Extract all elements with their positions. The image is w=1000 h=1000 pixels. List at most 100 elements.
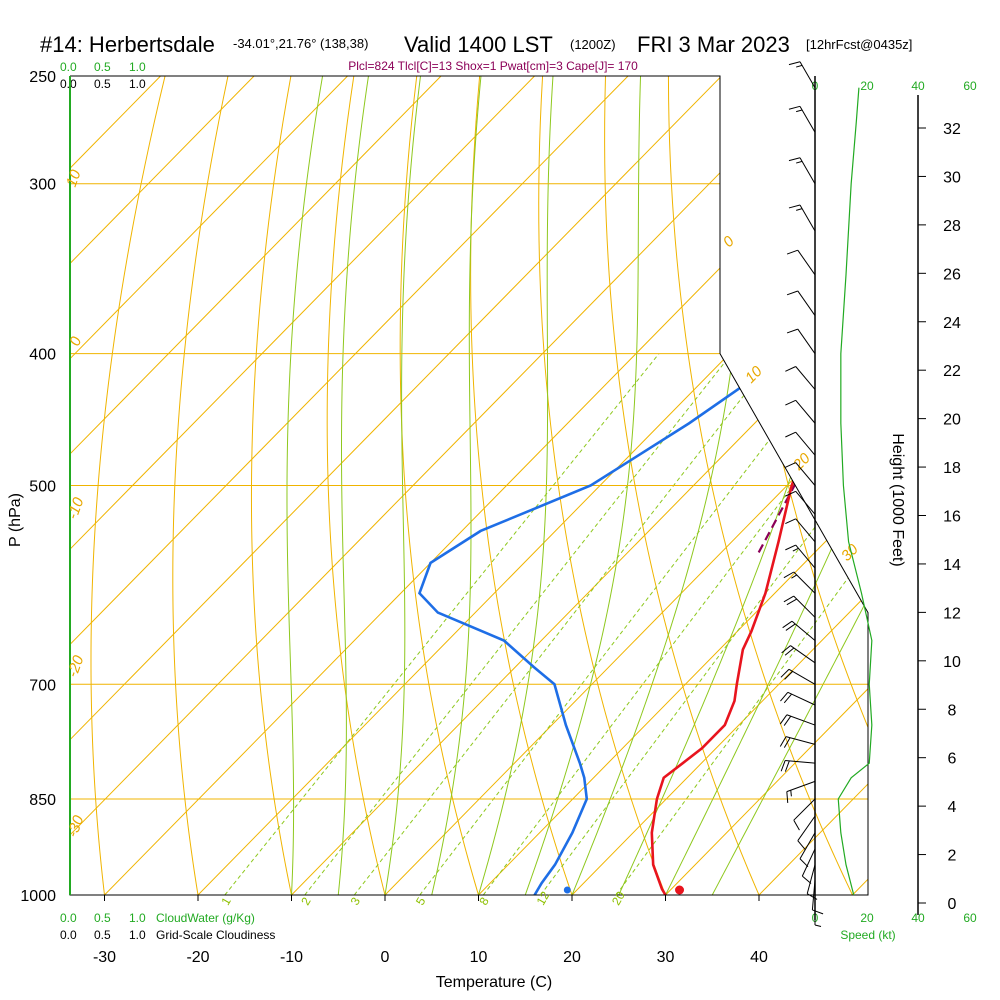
wind-barb <box>785 399 816 424</box>
wind-barb <box>785 490 816 515</box>
wind-barb-shaft <box>793 571 816 594</box>
isotherm-line <box>70 76 442 895</box>
wind-barb-flag <box>779 736 787 747</box>
valid-time: Valid 1400 LST <box>404 32 553 57</box>
height-tick-2: 2 <box>948 848 957 865</box>
cloudwater-top-tick-2: 1.0 <box>129 60 146 74</box>
wind-barb-flag <box>784 760 790 772</box>
temperature-tick--20: -20 <box>186 949 209 966</box>
moist-adiabat-line <box>286 76 324 895</box>
height-tick-24: 24 <box>943 315 961 332</box>
wind-barb <box>781 645 816 664</box>
parcel-params: Plcl=824 Tlcl[C]=13 Shox=1 Pwat[cm]=3 Ca… <box>348 59 638 73</box>
wind-barb-shaft <box>797 815 816 841</box>
height-tick-10: 10 <box>943 654 961 671</box>
cloudwater-label: CloudWater (g/Kg) <box>156 911 255 925</box>
wind-barb-flag <box>779 714 788 725</box>
cloudiness-bottom-tick-2: 1.0 <box>129 928 146 942</box>
wind-barb-shaft <box>797 290 816 316</box>
height-tick-16: 16 <box>943 509 961 526</box>
wind-barb-shaft <box>799 106 816 133</box>
wind-barb-flag <box>797 840 806 850</box>
cloudwater-top-tick-0: 0.0 <box>60 60 77 74</box>
mixing-ratio-line <box>304 353 732 895</box>
wind-barb-flag <box>799 858 809 868</box>
height-tick-18: 18 <box>943 460 961 477</box>
isotherm-line <box>665 76 868 895</box>
moist-adiabat-line <box>711 76 868 895</box>
isotherm-label: -20 <box>64 653 88 680</box>
height-tick-26: 26 <box>943 266 961 283</box>
temperature-tick--30: -30 <box>93 949 116 966</box>
forecast-label: [12hrFcst@0435z] <box>806 37 912 52</box>
wind-barb-half <box>814 924 822 927</box>
wind-barb-flag <box>786 598 798 606</box>
wind-barb-flag <box>783 571 795 579</box>
moist-adiabat-line <box>384 76 421 895</box>
height-tick-14: 14 <box>943 557 961 574</box>
isotherm-line <box>946 76 1000 895</box>
wind-barb-flag <box>782 620 793 629</box>
pressure-tick-500: 500 <box>29 479 56 496</box>
wind-barb <box>785 431 816 456</box>
wind-barb <box>814 895 822 927</box>
wind-barb-flag <box>812 909 824 915</box>
wind-barb <box>783 595 816 618</box>
wind-barb-flag <box>806 893 818 900</box>
wind-barb-shaft <box>795 491 816 515</box>
wind-barb-flag <box>783 595 795 603</box>
dry-adiabat-line <box>399 76 488 895</box>
speed-top-tick-2: 40 <box>911 79 925 93</box>
isotherm-label: 10 <box>63 167 85 189</box>
wind-barb-shaft <box>799 832 816 859</box>
dry-adiabat-line <box>667 76 868 895</box>
height-tick-6: 6 <box>948 751 957 768</box>
wind-barb-shaft <box>795 518 816 543</box>
wind-barb-flag <box>785 544 796 551</box>
wind-barb-shaft <box>785 760 816 764</box>
wind-barb <box>788 157 816 184</box>
moist-adiabat-line <box>665 76 868 895</box>
wind-barb-shaft <box>795 431 816 456</box>
wind-barb-flag <box>785 623 796 631</box>
wind-barb-shaft <box>799 157 816 184</box>
wind-barb-flag <box>793 819 800 831</box>
isotherm-label: -10 <box>64 495 88 522</box>
y-axis-title: P (hPa) <box>7 493 24 547</box>
cloudiness-top-tick-0: 0.0 <box>60 77 77 91</box>
wind-barb-flag <box>781 645 791 654</box>
mixing-ratio-line <box>615 353 868 895</box>
wind-barb-shaft <box>797 328 816 354</box>
wind-barb-flag <box>786 249 798 255</box>
wind-barb-flag <box>786 290 798 296</box>
surface-temperature-dot <box>675 885 685 895</box>
wind-barb-shaft <box>793 595 816 618</box>
wind-barb-flag <box>780 668 790 678</box>
wind-barb <box>786 290 816 316</box>
isotherm-label: 20 <box>789 449 814 474</box>
wind-barb-flag <box>786 791 789 804</box>
wind-barb-shaft <box>806 864 816 894</box>
dry-adiabat-line <box>172 76 234 895</box>
height-tick-12: 12 <box>943 605 961 622</box>
cloudiness-bottom-tick-1: 0.5 <box>94 928 111 942</box>
cloudiness-label: Grid-Scale Cloudiness <box>156 928 275 942</box>
wind-barb-half <box>792 547 799 552</box>
isotherm-line <box>70 76 348 895</box>
x-axis-title: Temperature (C) <box>436 974 552 991</box>
wind-barb-half <box>796 64 803 68</box>
wind-barb-shaft <box>801 848 816 877</box>
wind-barb <box>786 249 816 276</box>
wind-barb-shaft <box>797 249 816 276</box>
wind-barb-shaft <box>785 736 816 745</box>
wind-barb <box>788 105 816 133</box>
isotherm-label: 30 <box>838 540 862 564</box>
wind-barb <box>797 815 816 850</box>
isotherm-line <box>852 76 868 895</box>
pressure-tick-300: 300 <box>29 177 56 194</box>
pressure-tick-1000: 1000 <box>20 888 56 905</box>
mixing-ratio-label: 2 <box>298 895 314 908</box>
speed-bottom-tick-2: 40 <box>911 911 925 925</box>
dry-adiabat-line <box>326 76 394 895</box>
